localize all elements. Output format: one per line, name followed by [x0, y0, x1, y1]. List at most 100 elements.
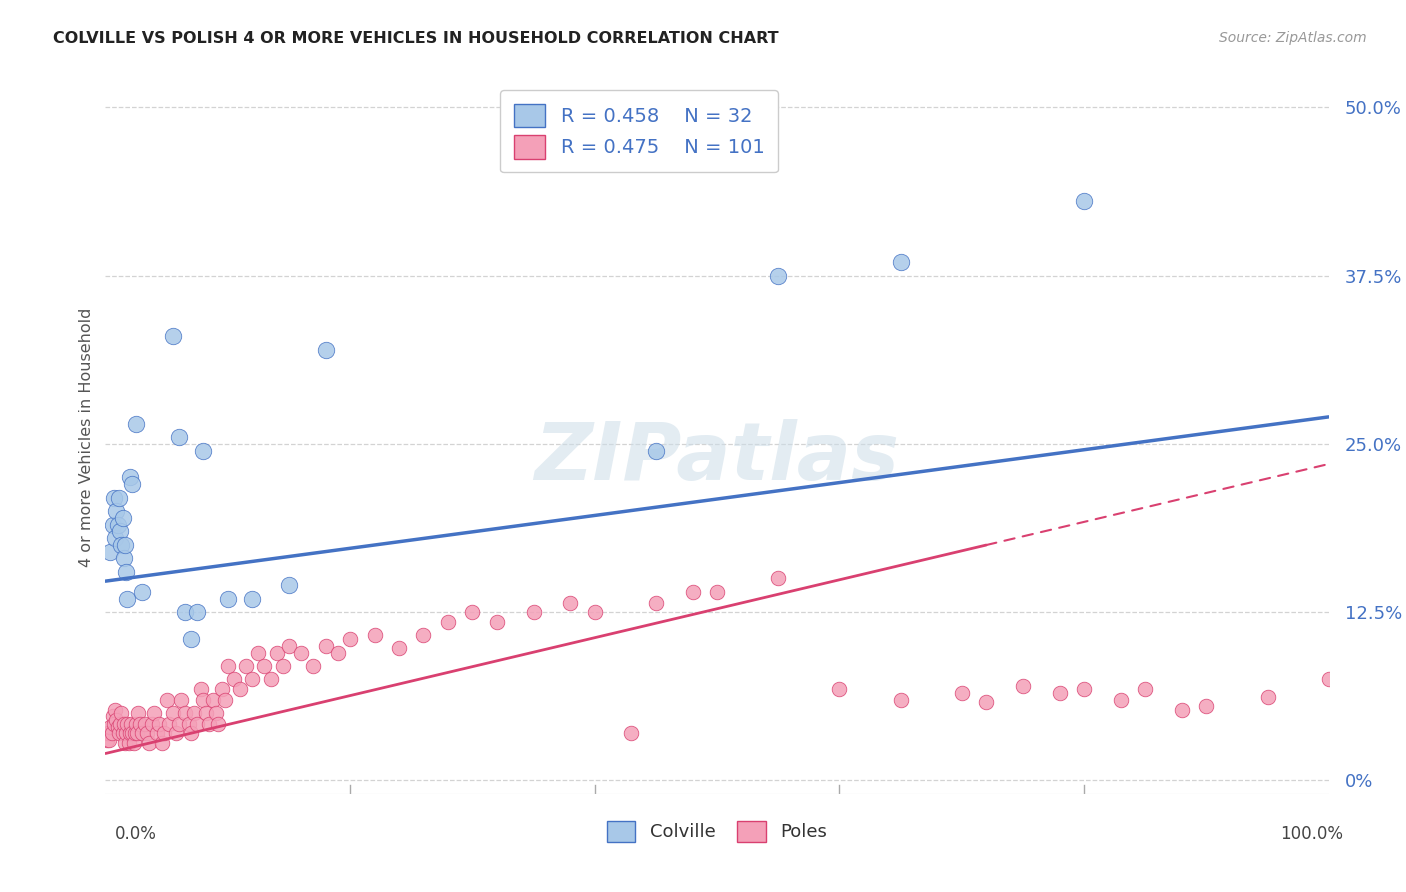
Point — [107, 517, 129, 532]
Point — [111, 726, 134, 740]
Point — [105, 504, 128, 518]
Point — [101, 517, 124, 532]
Text: Source: ZipAtlas.com: Source: ZipAtlas.com — [1219, 31, 1367, 45]
Point — [112, 717, 135, 731]
Point — [127, 726, 149, 740]
Point — [768, 268, 790, 283]
Point — [108, 524, 131, 539]
Point — [235, 659, 257, 673]
Point — [128, 717, 150, 731]
Point — [157, 717, 180, 731]
Text: COLVILLE VS POLISH 4 OR MORE VEHICLES IN HOUSEHOLD CORRELATION CHART: COLVILLE VS POLISH 4 OR MORE VEHICLES IN… — [53, 31, 779, 46]
Point — [114, 736, 136, 750]
Point — [1195, 699, 1218, 714]
Point — [222, 673, 245, 687]
Point — [412, 628, 434, 642]
Point — [183, 706, 205, 720]
Point — [211, 681, 233, 696]
Point — [278, 639, 301, 653]
Point — [115, 565, 138, 579]
Point — [96, 733, 118, 747]
Point — [278, 578, 301, 592]
Point — [214, 692, 236, 706]
Point — [253, 659, 276, 673]
Point — [290, 646, 312, 660]
Point — [120, 717, 142, 731]
Point — [146, 726, 169, 740]
Point — [974, 695, 997, 709]
Point — [706, 585, 728, 599]
Point — [103, 717, 125, 731]
Point — [583, 605, 606, 619]
Point — [202, 692, 225, 706]
Point — [1317, 673, 1340, 687]
Point — [437, 615, 460, 629]
Point — [271, 659, 294, 673]
Point — [98, 544, 121, 558]
Point — [105, 713, 128, 727]
Point — [828, 681, 851, 696]
Point — [889, 692, 911, 706]
Point — [107, 720, 129, 734]
Point — [198, 717, 221, 731]
Text: 0.0%: 0.0% — [115, 825, 157, 843]
Point — [112, 551, 135, 566]
Point — [134, 717, 156, 731]
Point — [167, 430, 190, 444]
Point — [461, 605, 484, 619]
Point — [141, 717, 163, 731]
Point — [162, 329, 184, 343]
Point — [138, 736, 160, 750]
Point — [110, 538, 132, 552]
Point — [682, 585, 704, 599]
Point — [207, 717, 229, 731]
Point — [1171, 703, 1194, 717]
Point — [165, 726, 187, 740]
Point — [114, 538, 136, 552]
Point — [104, 531, 127, 545]
Point — [167, 717, 190, 731]
Point — [240, 591, 263, 606]
Point — [266, 646, 288, 660]
Point — [950, 686, 973, 700]
Point — [339, 632, 361, 646]
Point — [97, 726, 120, 740]
Point — [121, 477, 143, 491]
Point — [1073, 194, 1095, 209]
Point — [204, 706, 226, 720]
Point — [108, 491, 131, 505]
Point — [190, 681, 212, 696]
Point — [1256, 690, 1278, 704]
Point — [124, 726, 146, 740]
Point — [302, 659, 325, 673]
Point — [117, 717, 139, 731]
Point — [560, 596, 582, 610]
Point — [131, 726, 153, 740]
Point — [150, 736, 173, 750]
Point — [1049, 686, 1071, 700]
Point — [155, 692, 177, 706]
Point — [118, 726, 141, 740]
Point — [240, 673, 263, 687]
Point — [768, 571, 790, 585]
Point — [118, 736, 141, 750]
Point — [98, 720, 121, 734]
Point — [644, 596, 668, 610]
Point — [136, 726, 159, 740]
Point — [388, 641, 411, 656]
Point — [104, 703, 127, 717]
Point — [194, 706, 217, 720]
Point — [485, 615, 508, 629]
Point — [125, 717, 148, 731]
Y-axis label: 4 or more Vehicles in Household: 4 or more Vehicles in Household — [79, 308, 94, 566]
Point — [115, 726, 138, 740]
Point — [217, 659, 239, 673]
Point — [259, 673, 281, 687]
Point — [143, 706, 166, 720]
Point — [127, 706, 149, 720]
Point — [217, 591, 239, 606]
Point — [193, 692, 215, 706]
Point — [118, 470, 141, 484]
Point — [315, 639, 337, 653]
Point — [103, 491, 125, 505]
